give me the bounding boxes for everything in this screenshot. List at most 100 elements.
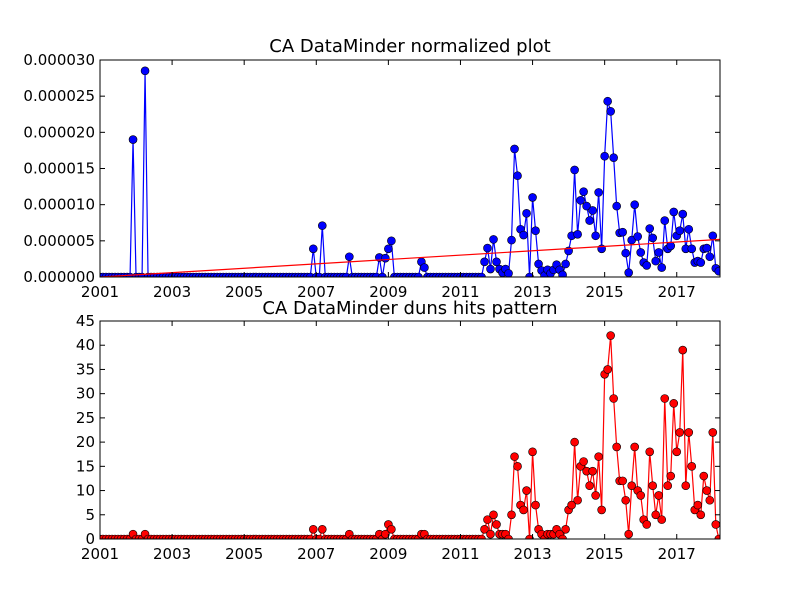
bottom-series-0-point: [609, 394, 618, 403]
bottom-series-0-point: [480, 525, 489, 534]
bottom-x-tick-label: 2013: [513, 545, 551, 563]
bottom-y-tick-label: 10: [76, 482, 95, 500]
top-series-0-point: [387, 236, 396, 246]
bottom-series-0-point: [627, 481, 636, 491]
top-x-tick-label: 2001: [81, 283, 119, 301]
bottom-series-0-point: [681, 481, 691, 491]
bottom-series-0-point: [387, 525, 396, 534]
top-series-0-point: [633, 232, 642, 241]
top-series-0-point: [570, 165, 579, 175]
top-x-tick-label: 2011: [441, 283, 479, 301]
bottom-plot: CA DataMinder duns hits pattern 2001 2003…: [76, 298, 721, 563]
bottom-series-0-point: [486, 529, 495, 539]
bottom-x-tick-label: 2005: [225, 545, 263, 563]
top-series-0-point: [696, 258, 706, 267]
top-series-0-point: [705, 252, 715, 262]
bottom-x-tick-label: 2001: [81, 545, 119, 563]
top-series-0-point: [558, 270, 567, 277]
top-plot-title: CA DataMinder normalized plot: [269, 36, 550, 57]
bottom-series-0-point: [570, 437, 579, 447]
top-series-0-point: [669, 207, 679, 217]
top-series-0-point: [477, 272, 486, 277]
bottom-x-tick-label: 2003: [153, 545, 191, 563]
bottom-y-tick-label: 35: [76, 360, 95, 378]
top-y-tick-label: 0.000025: [23, 87, 95, 105]
top-series-0-point: [675, 226, 685, 236]
top-y-tick-label: 0.000020: [23, 123, 95, 141]
top-series-0-point: [489, 235, 498, 244]
top-series-0-point: [414, 272, 423, 277]
bottom-series-0-point: [663, 481, 673, 491]
bottom-series-0-point: [483, 515, 492, 524]
bottom-series-0-point: [525, 534, 534, 539]
bottom-y-tick-label: 15: [76, 457, 95, 475]
bottom-series-0-point: [657, 515, 667, 524]
bottom-plot-title: CA DataMinder duns hits pattern: [262, 298, 557, 319]
top-series-0-point: [594, 188, 603, 197]
bottom-series-0-point: [606, 331, 615, 340]
top-x-tick-label: 2005: [225, 283, 263, 301]
bottom-series-0-point: [636, 491, 646, 500]
bottom-x-tick-label: 2011: [441, 545, 479, 563]
top-series-0-point: [582, 201, 591, 211]
bottom-x-tick-label: 2007: [297, 545, 335, 563]
bottom-series-0-point: [621, 495, 630, 505]
top-series-0-point: [702, 243, 712, 253]
top-series-0-point: [684, 224, 694, 234]
top-series-0-point: [486, 264, 495, 274]
top-series-0-point: [384, 244, 393, 254]
bottom-series-0-point: [591, 491, 600, 500]
top-series-0-point: [378, 272, 387, 277]
bottom-series-0-point: [588, 466, 597, 476]
top-series-0-point: [603, 96, 612, 106]
top-plot-axes: 2001 2003 2005 2007 2009 2011 2013 2015 2017 0.00…: [23, 51, 721, 301]
top-series-0-point: [510, 144, 519, 154]
top-series-0-point: [513, 171, 522, 181]
top-series-0-point: [606, 107, 615, 116]
bottom-series-0-point: [618, 476, 627, 486]
top-series-0-point: [714, 266, 720, 276]
bottom-series-0-point: [603, 365, 612, 374]
top-series-0-point: [492, 257, 501, 267]
top-series-0-line: [100, 70, 720, 277]
bottom-plot-area: [100, 331, 720, 539]
top-series-0-point: [308, 244, 318, 254]
bottom-series-0-point: [708, 428, 718, 437]
top-series-0-point: [645, 224, 655, 233]
top-x-tick-label: 2007: [297, 283, 335, 301]
bottom-series-0-point: [684, 428, 694, 437]
top-series-0-point: [317, 221, 327, 230]
bottom-series-0-point: [624, 529, 633, 539]
bottom-series-0-point: [513, 462, 522, 471]
top-series-0-point: [612, 201, 621, 211]
top-x-tick-label: 2009: [369, 283, 407, 301]
bottom-series-0-point: [308, 525, 318, 534]
bottom-series-0-point: [630, 442, 639, 452]
bottom-series-0-point: [504, 534, 513, 539]
bottom-y-tick-label: 0: [85, 530, 95, 548]
top-y-tick-label: 0.000015: [23, 160, 95, 178]
top-y-tick-label: 0.000000: [23, 268, 95, 286]
bottom-series-0-point: [585, 481, 594, 491]
bottom-series-0-point: [528, 447, 537, 457]
bottom-series-0-point: [651, 510, 661, 520]
top-series-0-point: [585, 216, 594, 225]
top-series-0-point: [579, 187, 588, 196]
bottom-series-0-point: [594, 452, 603, 461]
top-series-0-point: [654, 248, 664, 257]
bottom-series-0-line: [100, 335, 720, 539]
top-series-0-point: [621, 248, 630, 258]
bottom-series-0-point: [642, 520, 652, 529]
bottom-series-0-point: [531, 500, 540, 510]
bottom-series-0-point: [693, 500, 703, 510]
bottom-series-0-point: [705, 495, 715, 505]
top-series-0-point: [660, 216, 670, 225]
top-series-0-point: [600, 151, 609, 161]
bottom-series-0-point: [612, 442, 621, 452]
bottom-series-0-point: [714, 534, 720, 539]
top-y-tick-label: 0.000030: [23, 51, 95, 69]
top-series-0-point: [483, 243, 492, 253]
top-series-1-line: [100, 238, 720, 277]
